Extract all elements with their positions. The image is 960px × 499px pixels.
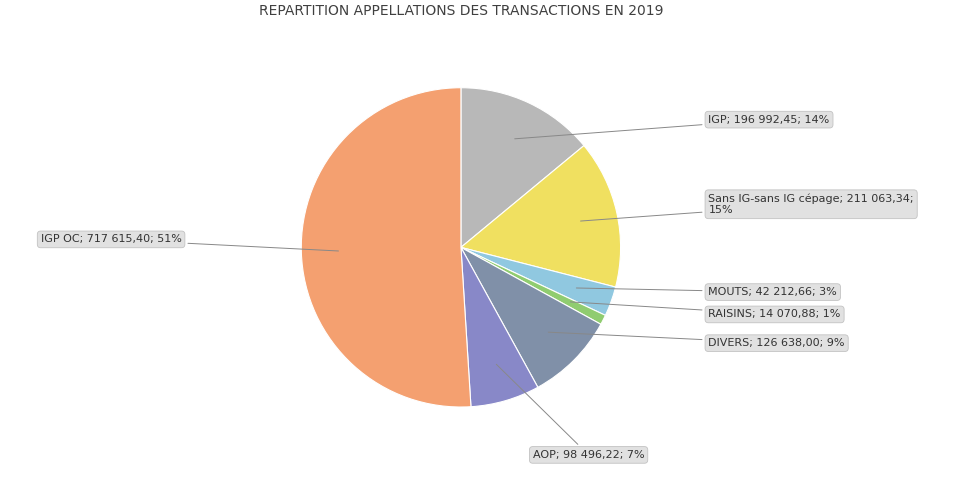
Text: Sans IG-sans IG cépage; 211 063,34;
15%: Sans IG-sans IG cépage; 211 063,34; 15% (581, 193, 914, 221)
Wedge shape (461, 248, 538, 407)
Text: IGP; 196 992,45; 14%: IGP; 196 992,45; 14% (515, 115, 829, 139)
Text: IGP OC; 717 615,40; 51%: IGP OC; 717 615,40; 51% (40, 235, 339, 251)
Text: RAISINS; 14 070,88; 1%: RAISINS; 14 070,88; 1% (570, 302, 841, 319)
Wedge shape (461, 248, 601, 387)
Wedge shape (301, 88, 471, 407)
Wedge shape (461, 248, 606, 324)
Title: REPARTITION APPELLATIONS DES TRANSACTIONS EN 2019: REPARTITION APPELLATIONS DES TRANSACTION… (258, 4, 663, 18)
Text: MOUTS; 42 212,66; 3%: MOUTS; 42 212,66; 3% (576, 287, 837, 297)
Wedge shape (461, 248, 615, 315)
Text: AOP; 98 496,22; 7%: AOP; 98 496,22; 7% (496, 364, 644, 460)
Wedge shape (461, 88, 584, 248)
Text: DIVERS; 126 638,00; 9%: DIVERS; 126 638,00; 9% (548, 332, 845, 348)
Wedge shape (461, 146, 620, 287)
